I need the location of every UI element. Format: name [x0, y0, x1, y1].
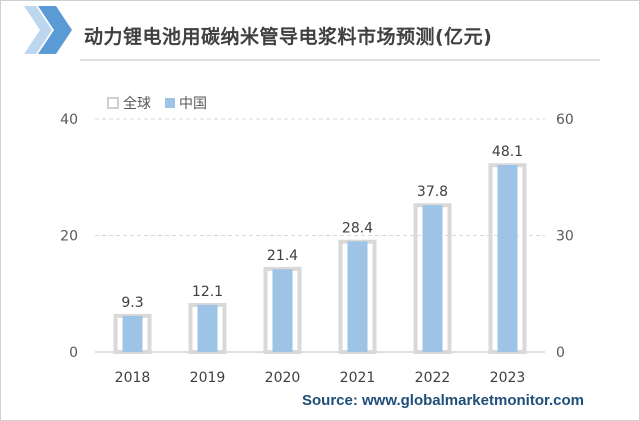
- chart-title: 动力锂电池用碳纳米管导电浆料市场预测(亿元): [84, 26, 493, 48]
- right-axis-tick-1: 30: [556, 229, 574, 245]
- data-label-global-2022: 37.8: [417, 184, 448, 200]
- x-axis-tick-2020: 2020: [265, 370, 301, 386]
- header-chevron-right-shape: [38, 6, 72, 54]
- data-label-global-2018: 9.3: [121, 295, 143, 311]
- legend-swatch-global: [107, 97, 119, 109]
- right-axis-tick-2: 60: [556, 112, 574, 128]
- x-axis-tick-2021: 2021: [340, 370, 376, 386]
- bar-china-2021: [347, 241, 368, 352]
- left-axis-tick-2: 40: [60, 112, 78, 128]
- legend-item-china: 中国: [165, 93, 207, 113]
- bar-china-2020: [272, 269, 293, 352]
- bar-china-2018: [122, 315, 143, 352]
- legend: 全球 中国: [107, 93, 221, 113]
- source-credit: Source: www.globalmarketmonitor.com: [302, 392, 584, 409]
- x-axis-tick-2023: 2023: [490, 370, 526, 386]
- header-chevron-left-shape: [24, 6, 52, 54]
- left-axis-tick-0: 0: [69, 345, 78, 361]
- legend-label-global: 全球: [123, 96, 151, 112]
- data-label-global-2023: 48.1: [492, 144, 523, 160]
- data-label-global-2020: 21.4: [267, 248, 298, 264]
- bar-china-2019: [197, 304, 218, 352]
- data-label-global-2019: 12.1: [192, 284, 223, 300]
- x-axis-tick-2019: 2019: [190, 370, 226, 386]
- right-axis-tick-0: 0: [556, 345, 565, 361]
- legend-item-global: 全球: [107, 93, 151, 113]
- left-axis-tick-1: 20: [60, 229, 78, 245]
- legend-label-china: 中国: [179, 96, 207, 112]
- bar-china-2022: [422, 205, 443, 352]
- x-axis-tick-2018: 2018: [115, 370, 151, 386]
- bar-china-2023: [497, 165, 518, 352]
- legend-swatch-china: [165, 98, 175, 108]
- data-label-global-2021: 28.4: [342, 221, 373, 237]
- x-axis-tick-2022: 2022: [415, 370, 451, 386]
